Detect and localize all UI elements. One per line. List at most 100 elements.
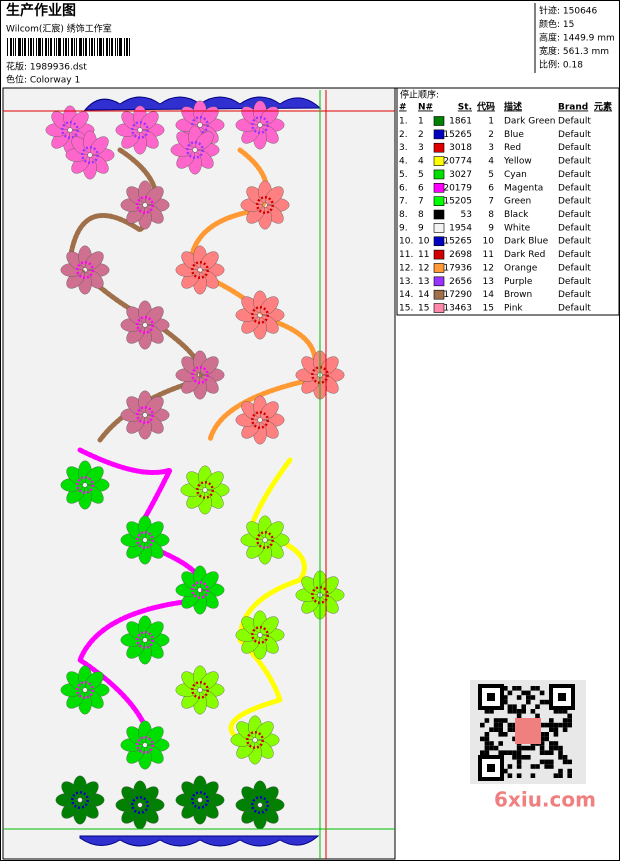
flower-center bbox=[191, 791, 209, 809]
brand: Default bbox=[558, 210, 591, 220]
embroidery-design bbox=[3, 90, 395, 859]
qr-cell bbox=[484, 750, 490, 755]
flower-center bbox=[196, 481, 214, 499]
qr-cell bbox=[558, 709, 563, 714]
flower-center bbox=[191, 681, 209, 699]
code: 10 bbox=[483, 237, 495, 247]
stitches: 17290 bbox=[443, 290, 472, 300]
qr-cell bbox=[521, 709, 526, 714]
qr-cell bbox=[544, 732, 549, 737]
brand: Default bbox=[558, 183, 591, 193]
qr-cell bbox=[549, 759, 554, 765]
info-line: 颜色: 15 bbox=[539, 18, 574, 30]
flower-center bbox=[251, 626, 269, 644]
petal bbox=[320, 356, 339, 375]
qr-cell bbox=[530, 686, 536, 691]
qr-cell bbox=[480, 736, 485, 742]
qr-cell bbox=[558, 768, 563, 774]
title: 生产作业图 bbox=[6, 2, 76, 19]
color-swatch bbox=[433, 276, 445, 287]
brand: Default bbox=[558, 117, 591, 127]
petal bbox=[140, 786, 159, 805]
qr-cell bbox=[553, 727, 559, 732]
petal bbox=[145, 306, 164, 325]
color-swatch bbox=[433, 129, 445, 140]
qr-cell bbox=[498, 718, 503, 723]
qr-cell bbox=[516, 745, 522, 751]
needle: 13 bbox=[418, 277, 429, 287]
qr-cell bbox=[503, 732, 508, 737]
qr-cell bbox=[507, 722, 513, 728]
color-swatch bbox=[433, 249, 445, 260]
flower-center bbox=[256, 531, 274, 549]
bar-stripe bbox=[13, 38, 14, 56]
qr-cell bbox=[539, 759, 545, 765]
qr-cell bbox=[516, 686, 522, 691]
brand: Default bbox=[558, 263, 591, 273]
qr-cell bbox=[558, 722, 563, 728]
petal bbox=[145, 521, 164, 540]
stitches: 15265 bbox=[443, 237, 472, 247]
qr-cell bbox=[562, 755, 568, 760]
petal bbox=[145, 621, 164, 640]
brand: Default bbox=[558, 170, 591, 180]
flower-center bbox=[61, 121, 79, 139]
bar-stripe bbox=[10, 38, 12, 56]
description: Dark Blue bbox=[504, 237, 549, 247]
petal bbox=[145, 726, 164, 745]
petal bbox=[200, 251, 219, 270]
flower-center bbox=[76, 476, 94, 494]
qr-cell bbox=[498, 741, 503, 746]
qr-cell bbox=[521, 690, 526, 696]
stitches: 15205 bbox=[443, 197, 472, 207]
watermark: 6xiu.com bbox=[494, 788, 596, 812]
qr-cell bbox=[526, 695, 531, 700]
description: Brown bbox=[504, 290, 532, 300]
stop-number: 7. bbox=[399, 197, 408, 207]
code: 8 bbox=[488, 210, 494, 220]
stop-number: 8. bbox=[399, 210, 408, 220]
stitches: 3027 bbox=[449, 170, 472, 180]
petal bbox=[145, 186, 164, 205]
needle: 6 bbox=[418, 183, 424, 193]
qr-cell bbox=[539, 741, 545, 746]
qr-code bbox=[470, 680, 586, 784]
flower-center bbox=[251, 796, 269, 814]
qr-cell bbox=[539, 736, 545, 742]
bar-stripe bbox=[42, 38, 43, 56]
qr-cell bbox=[567, 718, 572, 723]
flower-center bbox=[136, 531, 154, 549]
info-line: 高度: 1449.9 mm bbox=[539, 32, 615, 44]
stop-number: 6. bbox=[399, 183, 408, 193]
qr-cell bbox=[535, 704, 540, 709]
brand: Default bbox=[558, 277, 591, 287]
qr-cell bbox=[480, 750, 485, 755]
bar-stripe bbox=[97, 38, 98, 56]
needle: 3 bbox=[418, 143, 424, 153]
needle: 1 bbox=[418, 117, 424, 127]
qr-cell bbox=[549, 727, 554, 732]
petal bbox=[255, 721, 274, 740]
needle: 10 bbox=[418, 237, 430, 247]
stitches: 1861 bbox=[449, 117, 472, 127]
qr-cell bbox=[549, 718, 554, 723]
column-header: # bbox=[399, 103, 407, 113]
stop-number: 9. bbox=[399, 223, 408, 233]
petal bbox=[80, 781, 99, 800]
qr-cell bbox=[512, 736, 517, 742]
petal bbox=[260, 616, 279, 635]
bar-stripe bbox=[94, 38, 95, 56]
qr-cell bbox=[516, 713, 522, 719]
flower-center bbox=[71, 791, 89, 809]
code: 15 bbox=[483, 304, 494, 314]
qr-cell bbox=[549, 745, 554, 751]
stitches: 53 bbox=[461, 210, 472, 220]
color-swatch bbox=[433, 263, 445, 273]
bar-stripe bbox=[99, 38, 102, 56]
qr-cell bbox=[530, 695, 536, 700]
qr-cell bbox=[503, 750, 508, 755]
brand: Default bbox=[558, 130, 591, 140]
bar-stripe bbox=[68, 38, 69, 56]
qr-cell bbox=[484, 736, 490, 742]
description: Magenta bbox=[504, 183, 543, 193]
